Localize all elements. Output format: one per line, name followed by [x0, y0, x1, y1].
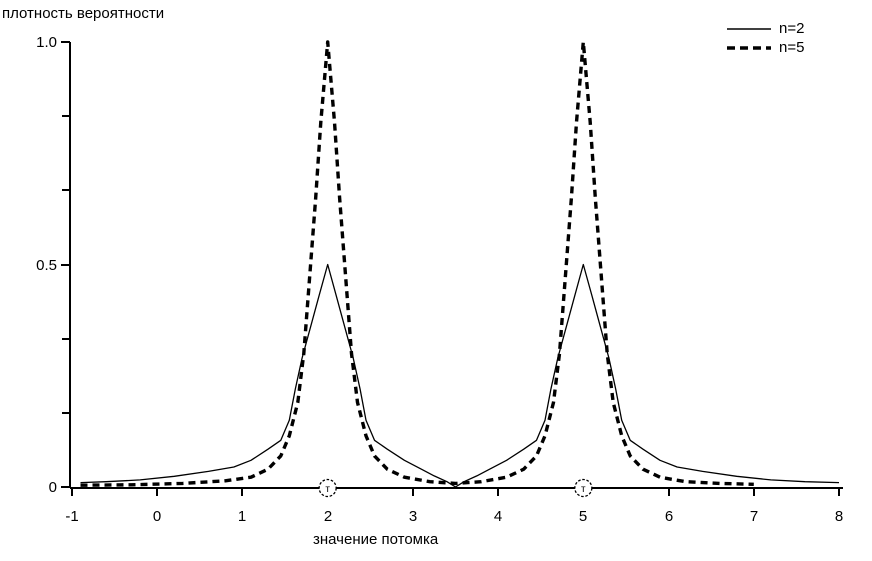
x-tick-label: 2 — [324, 508, 332, 525]
parent-marker-circle — [574, 478, 593, 498]
legend-item-n5: n=5 — [726, 38, 804, 57]
y-tick-label: 0 — [49, 479, 57, 496]
x-tick-label: 6 — [665, 508, 673, 525]
x-tick-label: 5 — [579, 508, 587, 525]
x-tick-label: 1 — [238, 508, 246, 525]
series-line-n2 — [80, 263, 840, 488]
x-tick-label: 0 — [153, 508, 161, 525]
parent-marker-label: т — [581, 484, 586, 495]
x-tick-label: -1 — [65, 508, 78, 525]
chart-title: плотность вероятности — [2, 5, 165, 22]
legend-dashed-line-icon — [727, 45, 771, 50]
axes — [69, 42, 843, 489]
parent-marker-label: т — [325, 484, 330, 495]
y-tick-label: 0.5 — [36, 257, 57, 274]
x-tick-label: 4 — [494, 508, 502, 525]
x-tick-label: 8 — [835, 508, 843, 525]
series-line-n5 — [80, 40, 754, 487]
x-tick-label: 3 — [409, 508, 417, 525]
parent-marker-circle — [318, 478, 337, 498]
legend-label-n5: n=5 — [779, 39, 805, 56]
y-tick-label: 1.0 — [36, 34, 57, 51]
x-tick-label: 7 — [750, 508, 758, 525]
legend: n=2 n=5 — [726, 19, 804, 57]
legend-solid-line-icon — [727, 27, 771, 30]
legend-item-n2: n=2 — [726, 19, 804, 38]
x-axis-label: значение потомка — [313, 531, 439, 548]
legend-label-n2: n=2 — [779, 20, 805, 37]
